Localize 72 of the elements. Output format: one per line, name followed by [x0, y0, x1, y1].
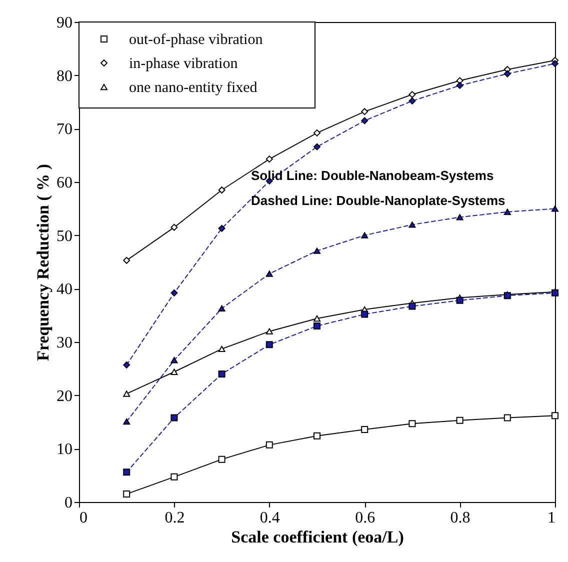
point	[170, 414, 178, 422]
point	[218, 456, 226, 463]
point	[170, 473, 178, 480]
y-axis-title: Frequency Reduction ( % )	[34, 164, 52, 362]
y-tick-label: 90	[56, 14, 72, 32]
point	[218, 370, 226, 378]
annotation: Solid Line: Double-Nanobeam-Systems	[251, 168, 494, 183]
point	[552, 412, 558, 420]
point	[218, 305, 226, 312]
x-tick-label: 0	[80, 510, 88, 526]
point	[123, 361, 130, 368]
point	[266, 156, 273, 163]
point	[170, 289, 178, 296]
y-tick-label: 0	[64, 494, 72, 512]
x-tick-label: 0.4	[260, 510, 280, 526]
point	[314, 315, 320, 322]
point	[170, 357, 178, 364]
point	[361, 426, 368, 433]
legend-label: one nano-entity fixed	[129, 80, 258, 96]
y-tick-label: 20	[56, 388, 72, 405]
y-tick-label: 80	[56, 68, 72, 85]
point	[266, 270, 273, 277]
x-tick-label: 1	[548, 510, 556, 526]
point	[170, 368, 178, 375]
point	[314, 322, 320, 330]
point	[361, 232, 368, 238]
point	[456, 214, 464, 220]
point	[552, 206, 558, 212]
point	[123, 390, 130, 397]
point	[408, 91, 416, 98]
point	[218, 224, 226, 232]
point	[218, 346, 226, 352]
point	[504, 70, 511, 78]
point	[408, 222, 416, 228]
point	[170, 224, 178, 231]
y-tick-label: 10	[56, 441, 72, 458]
legend-label: in-phase vibration	[129, 56, 238, 72]
point	[266, 441, 273, 448]
legend-label: out-of-phase vibration	[129, 32, 264, 48]
point	[456, 416, 464, 424]
point	[266, 341, 273, 348]
x-tick-label: 0.2	[164, 510, 185, 526]
point	[361, 108, 368, 116]
point	[314, 143, 320, 150]
y-tick-label: 30	[56, 334, 72, 352]
point	[552, 60, 558, 68]
y-tick-label: 40	[56, 281, 72, 298]
point	[361, 310, 368, 318]
point	[408, 420, 416, 428]
x-axis-title: Scale coefficient (eoa/L)	[231, 528, 404, 546]
point	[123, 418, 130, 425]
y-tick-label: 60	[56, 174, 72, 192]
point	[314, 248, 320, 254]
point	[504, 414, 511, 422]
x-tick-label: 0.8	[450, 510, 470, 526]
point	[123, 256, 130, 264]
point	[218, 186, 226, 194]
y-tick-label: 50	[56, 228, 72, 245]
point	[456, 82, 464, 89]
y-tick-label: 70	[56, 121, 72, 138]
x-tick-label: 0.6	[355, 510, 376, 526]
annotation: Dashed Line: Double-Nanoplate-Systems	[251, 193, 506, 208]
point	[266, 328, 273, 334]
point	[314, 129, 320, 136]
point	[123, 490, 130, 498]
point	[408, 97, 416, 104]
point	[456, 296, 464, 304]
point	[504, 208, 511, 215]
point	[314, 432, 320, 440]
point	[123, 468, 130, 476]
point	[361, 117, 368, 124]
point	[408, 302, 416, 310]
